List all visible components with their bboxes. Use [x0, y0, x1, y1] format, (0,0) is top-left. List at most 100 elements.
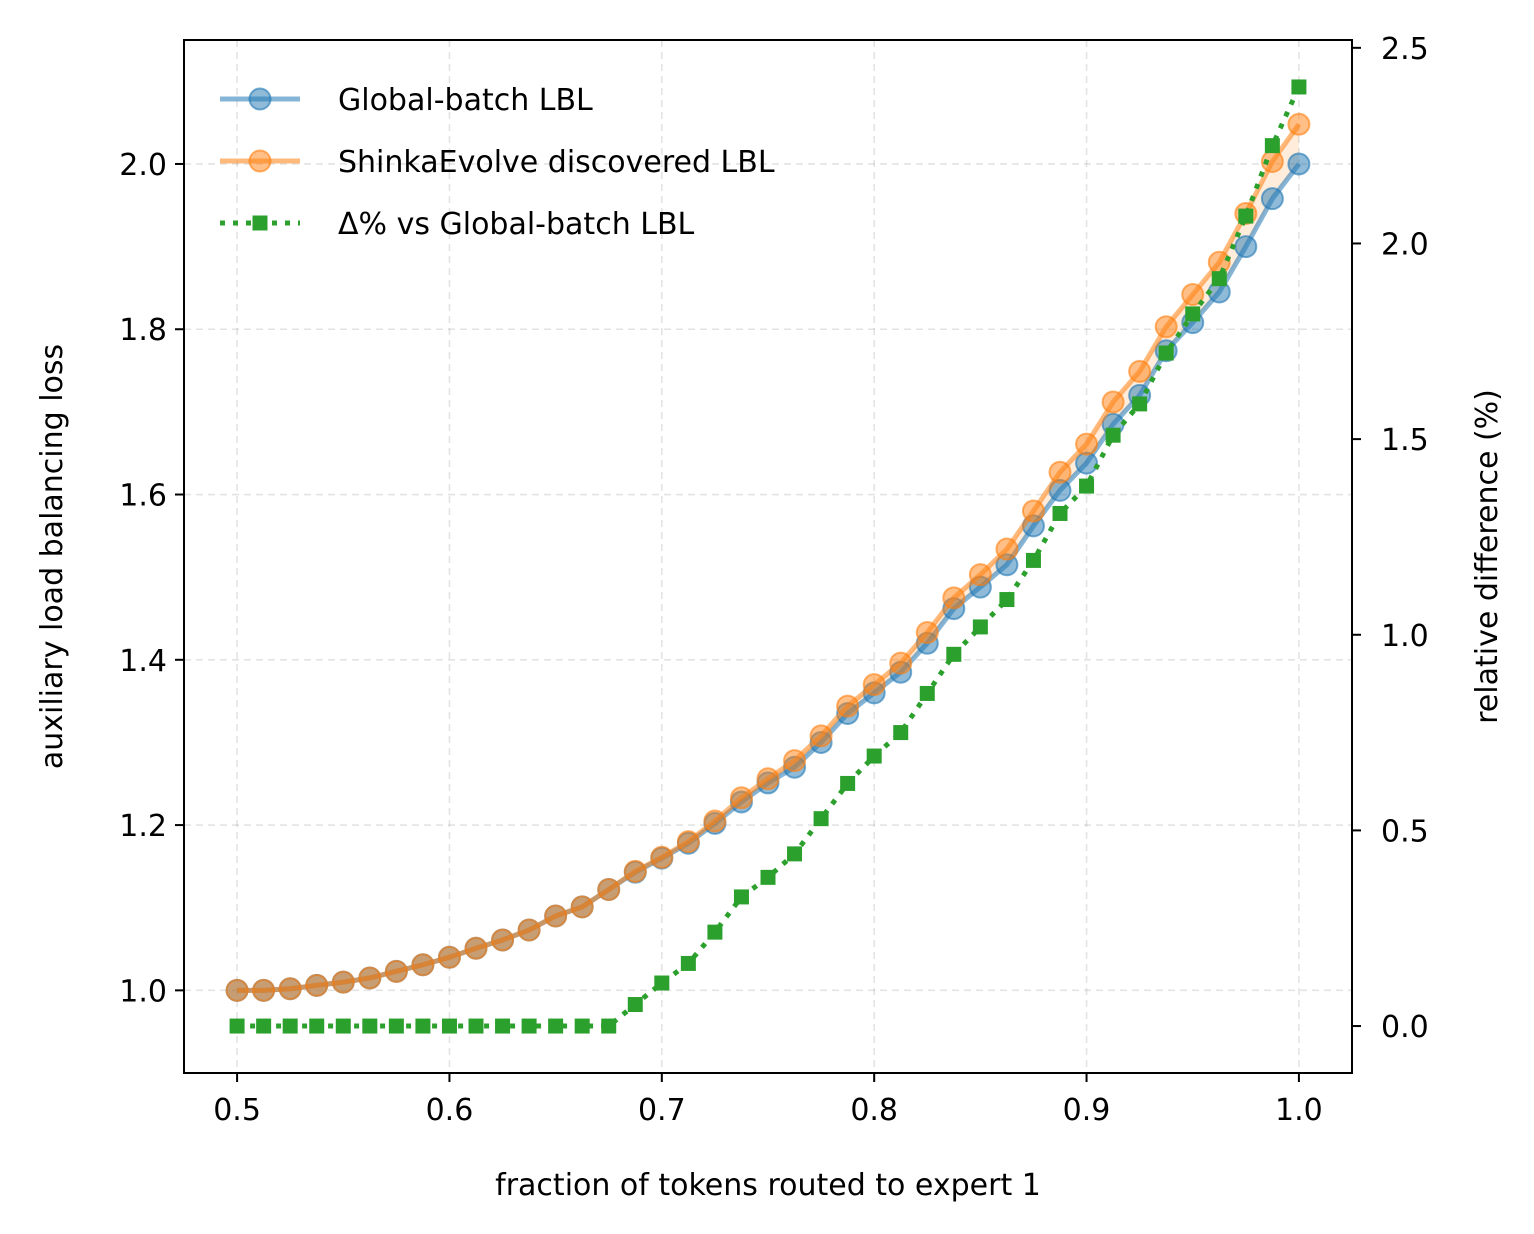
legend-marker: [248, 87, 272, 111]
point-shinkaevolve: [1075, 432, 1099, 456]
point-shinkaevolve: [836, 694, 860, 718]
point-shinkaevolve: [862, 673, 886, 697]
point-delta: [1105, 427, 1121, 443]
point-shinkaevolve: [358, 966, 382, 990]
y2-axis-label: relative difference (%): [1470, 389, 1505, 724]
point-delta: [309, 1018, 325, 1034]
x-tick-label: 0.9: [1063, 1093, 1111, 1128]
point-delta: [893, 725, 909, 741]
y-tick-label: 1.8: [119, 313, 167, 348]
x-tick-label: 0.8: [850, 1093, 898, 1128]
point-delta: [441, 1018, 457, 1034]
y2-tick-label: 0.0: [1381, 1010, 1429, 1045]
point-shinkaevolve: [517, 918, 541, 942]
point-delta: [1185, 306, 1201, 322]
point-shinkaevolve: [809, 724, 833, 748]
point-global-batch: [1234, 235, 1258, 259]
x-axis: 0.5 0.6 0.7 0.8 0.9 1.0: [213, 1073, 1323, 1128]
point-shinkaevolve: [570, 895, 594, 919]
legend-label: Global-batch LBL: [338, 83, 593, 118]
y2-tick-label: 2.5: [1381, 32, 1429, 67]
point-delta: [1132, 396, 1148, 412]
point-delta: [1079, 478, 1095, 494]
y-tick-label: 1.4: [119, 644, 167, 679]
point-delta: [787, 846, 803, 862]
point-shinkaevolve: [278, 977, 302, 1001]
point-shinkaevolve: [252, 978, 276, 1002]
grid: [184, 40, 1352, 1073]
point-delta: [1052, 505, 1068, 521]
point-delta: [1264, 138, 1280, 154]
point-shinkaevolve: [225, 978, 249, 1002]
point-shinkaevolve: [915, 621, 939, 645]
point-delta: [548, 1018, 564, 1034]
point-shinkaevolve: [889, 651, 913, 675]
point-delta: [468, 1018, 484, 1034]
point-shinkaevolve: [783, 749, 807, 773]
point-delta: [388, 1018, 404, 1034]
point-delta: [680, 955, 696, 971]
x-axis-label: fraction of tokens routed to expert 1: [495, 1168, 1041, 1203]
point-delta: [335, 1018, 351, 1034]
point-shinkaevolve: [1287, 112, 1311, 136]
point-delta: [733, 889, 749, 905]
point-delta: [946, 646, 962, 662]
point-shinkaevolve: [942, 586, 966, 610]
plot-frame: [183, 39, 1353, 1074]
point-shinkaevolve: [676, 830, 700, 854]
point-shinkaevolve: [437, 945, 461, 969]
point-shinkaevolve: [729, 786, 753, 810]
point-delta: [282, 1018, 298, 1034]
point-shinkaevolve: [1048, 460, 1072, 484]
legend: Global-batch LBL ShinkaEvolve discovered …: [220, 83, 775, 242]
point-global-batch: [1260, 187, 1284, 211]
x-tick-label: 1.0: [1275, 1093, 1323, 1128]
point-shinkaevolve: [1181, 283, 1205, 307]
legend-label: ShinkaEvolve discovered LBL: [338, 145, 775, 180]
point-shinkaevolve: [384, 959, 408, 983]
y2-axis: 0.0 0.5 1.0 1.5 2.0 2.5: [1352, 32, 1429, 1045]
point-delta: [919, 685, 935, 701]
legend-marker: [248, 149, 272, 173]
point-shinkaevolve: [491, 928, 515, 952]
legend-label: Δ% vs Global-batch LBL: [338, 207, 695, 242]
point-shinkaevolve: [1128, 359, 1152, 383]
y-axis-label: auxiliary load balancing loss: [35, 344, 70, 769]
point-shinkaevolve: [305, 973, 329, 997]
y-axis: 1.0 1.2 1.4 1.6 1.8 2.0: [119, 148, 184, 1009]
y2-tick-label: 2.0: [1381, 227, 1429, 262]
point-delta: [1238, 208, 1254, 224]
point-delta: [707, 924, 723, 940]
y-tick-label: 1.0: [119, 974, 167, 1009]
point-delta: [415, 1018, 431, 1034]
plot-series: [225, 79, 1311, 1034]
point-shinkaevolve: [995, 537, 1019, 561]
y-tick-label: 1.2: [119, 809, 167, 844]
point-delta: [760, 869, 776, 885]
point-delta: [1211, 271, 1227, 287]
point-delta: [1291, 79, 1307, 95]
point-shinkaevolve: [1021, 499, 1045, 523]
point-delta: [999, 592, 1015, 608]
point-shinkaevolve: [1101, 390, 1125, 414]
point-delta: [813, 811, 829, 827]
point-delta: [495, 1018, 511, 1034]
point-shinkaevolve: [464, 936, 488, 960]
point-shinkaevolve: [756, 767, 780, 791]
point-delta: [574, 1018, 590, 1034]
y-tick-label: 1.6: [119, 479, 167, 514]
point-shinkaevolve: [968, 563, 992, 587]
point-shinkaevolve: [650, 845, 674, 869]
point-shinkaevolve: [597, 878, 621, 902]
point-delta: [229, 1018, 245, 1034]
point-shinkaevolve: [1207, 250, 1231, 274]
point-delta: [840, 775, 856, 791]
point-shinkaevolve: [411, 953, 435, 977]
point-shinkaevolve: [1154, 315, 1178, 339]
point-delta: [1025, 552, 1041, 568]
point-shinkaevolve: [544, 904, 568, 928]
point-delta: [601, 1018, 617, 1034]
y2-tick-label: 0.5: [1381, 814, 1429, 849]
